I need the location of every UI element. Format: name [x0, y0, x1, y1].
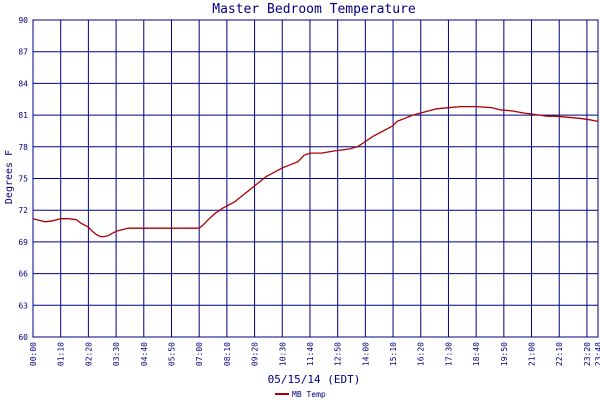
y-tick-label: 63	[18, 301, 28, 310]
y-tick-label: 78	[18, 143, 28, 152]
y-tick-label: 69	[18, 238, 28, 247]
x-tick-label: 00:00	[29, 342, 38, 366]
y-tick-label: 90	[18, 16, 28, 25]
x-tick-label: 12:50	[334, 342, 343, 366]
x-tick-label: 08:10	[223, 342, 232, 366]
y-tick-label: 72	[18, 206, 28, 215]
x-tick-labels: 00:00 01:10 02:20 03:30 04:40 05:50 07:00 08:10…	[29, 342, 600, 366]
x-tick-label: 16:20	[417, 342, 426, 366]
y-tick-label: 87	[18, 48, 28, 57]
y-tick-label: 66	[18, 270, 28, 279]
legend-label-mb-temp: MB Temp	[292, 390, 326, 399]
x-tick-label: 17:30	[444, 342, 453, 366]
x-tick-label: 23:20	[583, 342, 592, 366]
y-tick-label: 75	[18, 175, 28, 184]
x-tick-label: 05:50	[167, 342, 176, 366]
chart-series	[32, 105, 599, 238]
x-tick-label: 11:40	[306, 342, 315, 366]
y-tick-labels: 60 63 66 69 72 75 78 81 84 87 90	[18, 16, 28, 342]
x-tick-label: 21:00	[528, 342, 537, 366]
x-tick-label: 02:20	[84, 342, 93, 366]
x-tick-label: 23:48	[594, 342, 600, 366]
x-tick-label: 07:00	[195, 342, 204, 366]
x-tick-label: 10:30	[278, 342, 287, 366]
y-tick-label: 84	[18, 79, 28, 88]
x-tick-label: 18:40	[472, 342, 481, 366]
x-tick-label: 09:20	[251, 342, 260, 366]
legend: MB Temp	[275, 390, 326, 399]
x-tick-label: 03:30	[112, 342, 121, 366]
x-tick-label: 04:40	[140, 342, 149, 366]
y-tick-label: 60	[18, 333, 28, 342]
x-axis-label: 05/15/14 (EDT)	[268, 373, 361, 386]
chart-grid	[32, 19, 599, 338]
chart-title: Master Bedroom Temperature	[212, 2, 416, 17]
series-line-0	[32, 105, 599, 238]
x-tick-label: 22:10	[555, 342, 564, 366]
x-tick-label: 01:10	[57, 342, 66, 366]
x-tick-label: 19:50	[500, 342, 509, 366]
plot-border	[32, 19, 599, 338]
x-tick-label: 15:10	[389, 342, 398, 366]
y-tick-label: 81	[18, 111, 28, 120]
y-axis-label: Degrees F	[4, 150, 15, 204]
x-tick-label: 14:00	[361, 342, 370, 366]
